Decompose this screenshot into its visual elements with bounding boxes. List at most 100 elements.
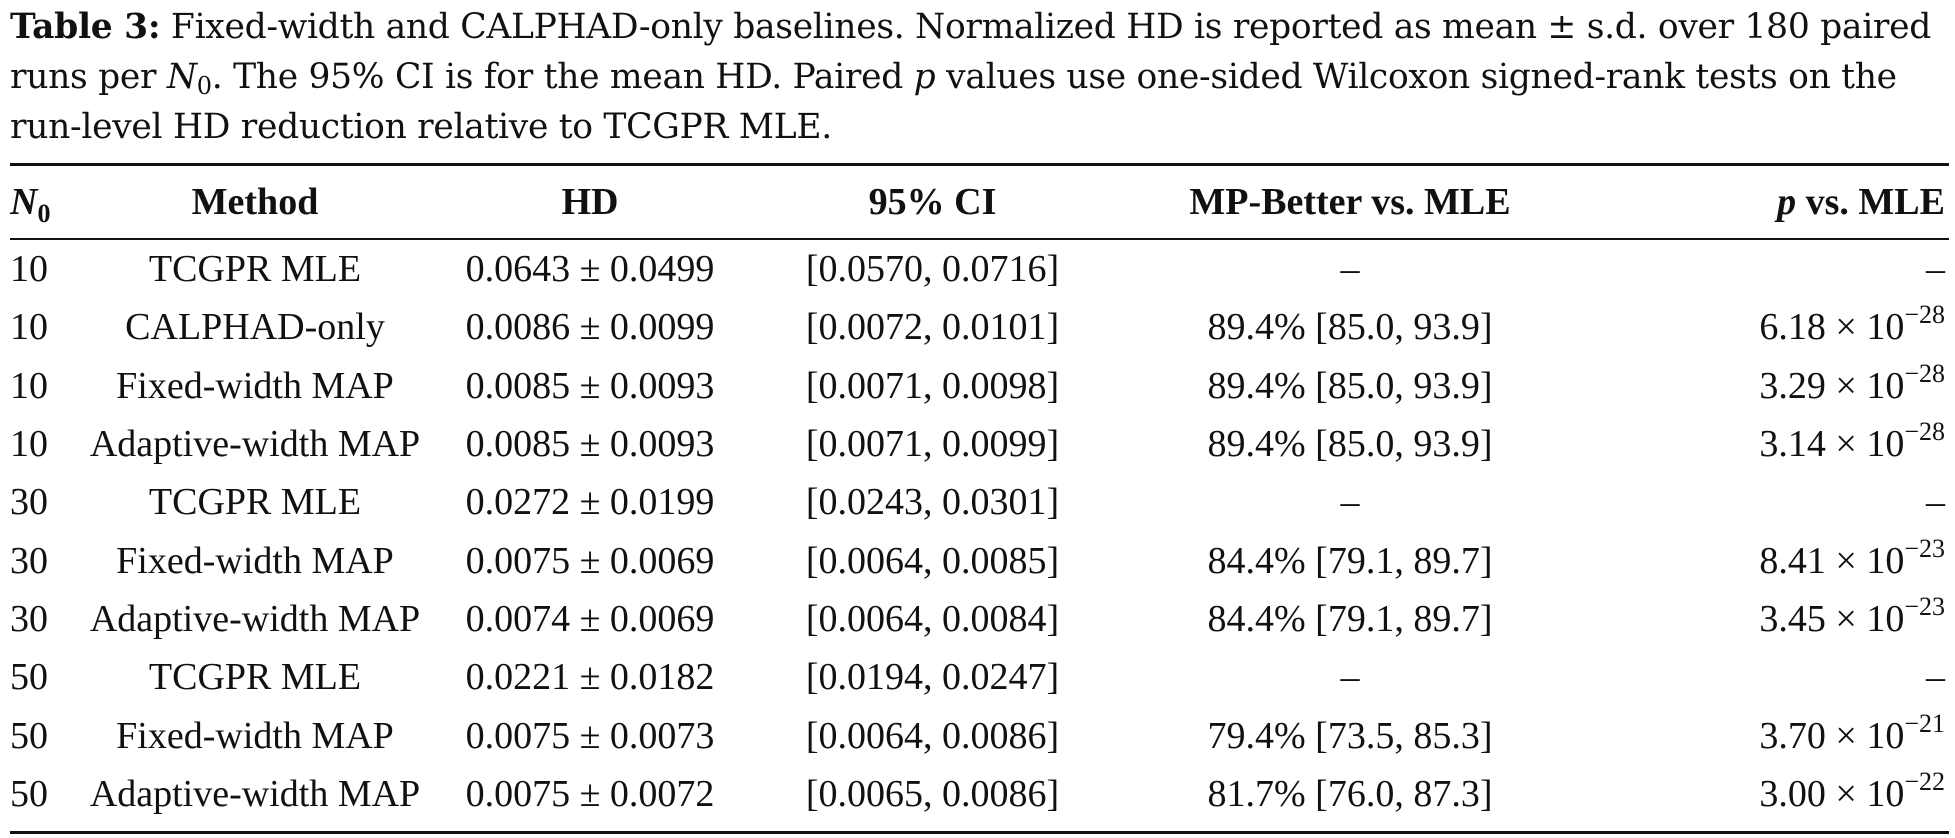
p-value-cell: –	[1590, 473, 1949, 531]
ci-cell: [0.0243, 0.0301]	[805, 481, 1060, 524]
p-value-exponent: −23	[1904, 533, 1945, 563]
p-value-exponent: −21	[1904, 708, 1945, 738]
p-value-mantissa: –	[1926, 248, 1945, 291]
table-row: 10 Adaptive-width MAP 0.0085 ± 0.0093 [0.00…	[10, 415, 1949, 473]
n0-cell: 50	[10, 714, 48, 757]
method-cell: TCGPR MLE	[148, 481, 362, 524]
mp-better-cell: –	[1340, 481, 1360, 524]
table-header-row: N0 Method HD 95% CI MP-Better vs. MLE p …	[10, 166, 1949, 238]
n0-cell: 30	[10, 539, 48, 582]
table-row: 50 Adaptive-width MAP 0.0075 ± 0.0072 [0.00…	[10, 765, 1949, 823]
method-cell: Fixed-width MAP	[116, 364, 394, 407]
hd-cell: 0.0221 ± 0.0182	[465, 656, 715, 699]
table-row: 50 TCGPR MLE 0.0221 ± 0.0182 [0.0194, 0.024…	[10, 648, 1949, 706]
p-value-mantissa: 3.29 × 10	[1759, 364, 1905, 407]
p-value-cell: 3.29 × 10−28	[1590, 357, 1949, 415]
caption-text-2: . The 95% CI is for the mean HD. Paired	[211, 57, 914, 97]
method-cell: Adaptive-width MAP	[89, 597, 421, 640]
p-value-cell: 3.70 × 10−21	[1590, 706, 1949, 764]
table-row: 30 Adaptive-width MAP 0.0074 ± 0.0069 [0.00…	[10, 590, 1949, 648]
p-value-mantissa: 8.41 × 10	[1759, 539, 1905, 582]
n0-cell: 30	[10, 597, 48, 640]
table-row: 10 Fixed-width MAP 0.0085 ± 0.0093 [0.0071,…	[10, 357, 1949, 415]
table-caption: Table 3: Fixed-width and CALPHAD-only ba…	[10, 2, 1950, 152]
header-hd: HD	[561, 181, 619, 223]
caption-p-symbol: p	[913, 57, 936, 97]
ci-cell: [0.0570, 0.0716]	[805, 248, 1060, 291]
mp-better-cell: –	[1340, 248, 1360, 291]
p-value-exponent: −23	[1904, 591, 1945, 621]
ci-cell: [0.0071, 0.0099]	[805, 423, 1060, 466]
header-n0: N0	[10, 166, 85, 238]
ci-cell: [0.0071, 0.0098]	[805, 364, 1060, 407]
method-cell: TCGPR MLE	[148, 656, 362, 699]
header-method: Method	[191, 181, 319, 223]
results-table: N0 Method HD 95% CI MP-Better vs. MLE p …	[10, 166, 1949, 823]
p-value-cell: 8.41 × 10−23	[1590, 531, 1949, 589]
ci-cell: [0.0064, 0.0085]	[805, 539, 1060, 582]
header-p-symbol: p	[1777, 181, 1797, 223]
p-value-mantissa: –	[1926, 656, 1945, 699]
n0-cell: 10	[10, 306, 48, 349]
method-cell: TCGPR MLE	[148, 248, 362, 291]
table-body: 10 TCGPR MLE 0.0643 ± 0.0499 [0.0570, 0.071…	[10, 238, 1949, 823]
p-value-cell: 3.14 × 10−28	[1590, 415, 1949, 473]
ci-cell: [0.0064, 0.0086]	[805, 714, 1060, 757]
hd-cell: 0.0085 ± 0.0093	[465, 364, 715, 407]
p-value-cell: –	[1590, 238, 1949, 298]
table-row: 10 TCGPR MLE 0.0643 ± 0.0499 [0.0570, 0.071…	[10, 238, 1949, 298]
p-value-mantissa: 6.18 × 10	[1759, 306, 1905, 349]
mp-better-cell: 84.4% [79.1, 89.7]	[1207, 597, 1493, 640]
p-value-mantissa: 3.70 × 10	[1759, 714, 1905, 757]
p-value-exponent: −22	[1904, 766, 1945, 796]
method-cell: Adaptive-width MAP	[89, 772, 421, 815]
mp-better-cell: 89.4% [85.0, 93.9]	[1207, 364, 1493, 407]
hd-cell: 0.0074 ± 0.0069	[465, 597, 715, 640]
p-value-cell: –	[1590, 648, 1949, 706]
p-value-exponent: −28	[1904, 417, 1945, 447]
table-bottom-rule	[10, 831, 1949, 834]
ci-cell: [0.0064, 0.0084]	[805, 597, 1060, 640]
n0-cell: 50	[10, 772, 48, 815]
caption-text-1: Fixed-width and CALPHAD-only baselines. …	[10, 7, 1932, 97]
method-cell: Fixed-width MAP	[116, 714, 394, 757]
p-value-mantissa: 3.45 × 10	[1759, 597, 1905, 640]
header-p-rest: vs. MLE	[1796, 181, 1945, 223]
ci-cell: [0.0065, 0.0086]	[805, 772, 1060, 815]
p-value-mantissa: 3.00 × 10	[1759, 772, 1905, 815]
hd-cell: 0.0085 ± 0.0093	[465, 423, 715, 466]
p-value-exponent: −28	[1904, 358, 1945, 388]
p-value-mantissa: –	[1926, 481, 1945, 524]
p-value-cell: 6.18 × 10−28	[1590, 298, 1949, 356]
header-ci: 95% CI	[868, 181, 997, 223]
table-row: 50 Fixed-width MAP 0.0075 ± 0.0073 [0.0064,…	[10, 706, 1949, 764]
n0-cell: 30	[10, 481, 48, 524]
n0-cell: 10	[10, 248, 48, 291]
p-value-cell: 3.45 × 10−23	[1590, 590, 1949, 648]
ci-cell: [0.0194, 0.0247]	[805, 656, 1060, 699]
p-value-cell: 3.00 × 10−22	[1590, 765, 1949, 823]
method-cell: Adaptive-width MAP	[89, 423, 421, 466]
table-row: 10 CALPHAD-only 0.0086 ± 0.0099 [0.0072, 0.…	[10, 298, 1949, 356]
caption-n-symbol: N	[166, 57, 197, 97]
mp-better-cell: 79.4% [73.5, 85.3]	[1207, 714, 1493, 757]
mp-better-cell: 89.4% [85.0, 93.9]	[1207, 423, 1493, 466]
mp-better-cell: 84.4% [79.1, 89.7]	[1207, 539, 1493, 582]
table-header-rule	[10, 238, 1949, 240]
n0-cell: 50	[10, 656, 48, 699]
hd-cell: 0.0086 ± 0.0099	[465, 306, 715, 349]
table-row: 30 Fixed-width MAP 0.0075 ± 0.0069 [0.0064,…	[10, 531, 1949, 589]
hd-cell: 0.0075 ± 0.0069	[465, 539, 715, 582]
method-cell: Fixed-width MAP	[116, 539, 394, 582]
table-label: Table 3:	[10, 7, 161, 47]
method-cell: CALPHAD-only	[125, 306, 385, 349]
p-value-exponent: −28	[1904, 300, 1945, 330]
hd-cell: 0.0075 ± 0.0072	[465, 772, 715, 815]
header-n0-subscript: 0	[37, 199, 51, 228]
mp-better-cell: –	[1340, 656, 1360, 699]
hd-cell: 0.0075 ± 0.0073	[465, 714, 715, 757]
table-row: 30 TCGPR MLE 0.0272 ± 0.0199 [0.0243, 0.030…	[10, 473, 1949, 531]
mp-better-cell: 81.7% [76.0, 87.3]	[1207, 772, 1493, 815]
header-n0-symbol: N	[10, 181, 38, 223]
